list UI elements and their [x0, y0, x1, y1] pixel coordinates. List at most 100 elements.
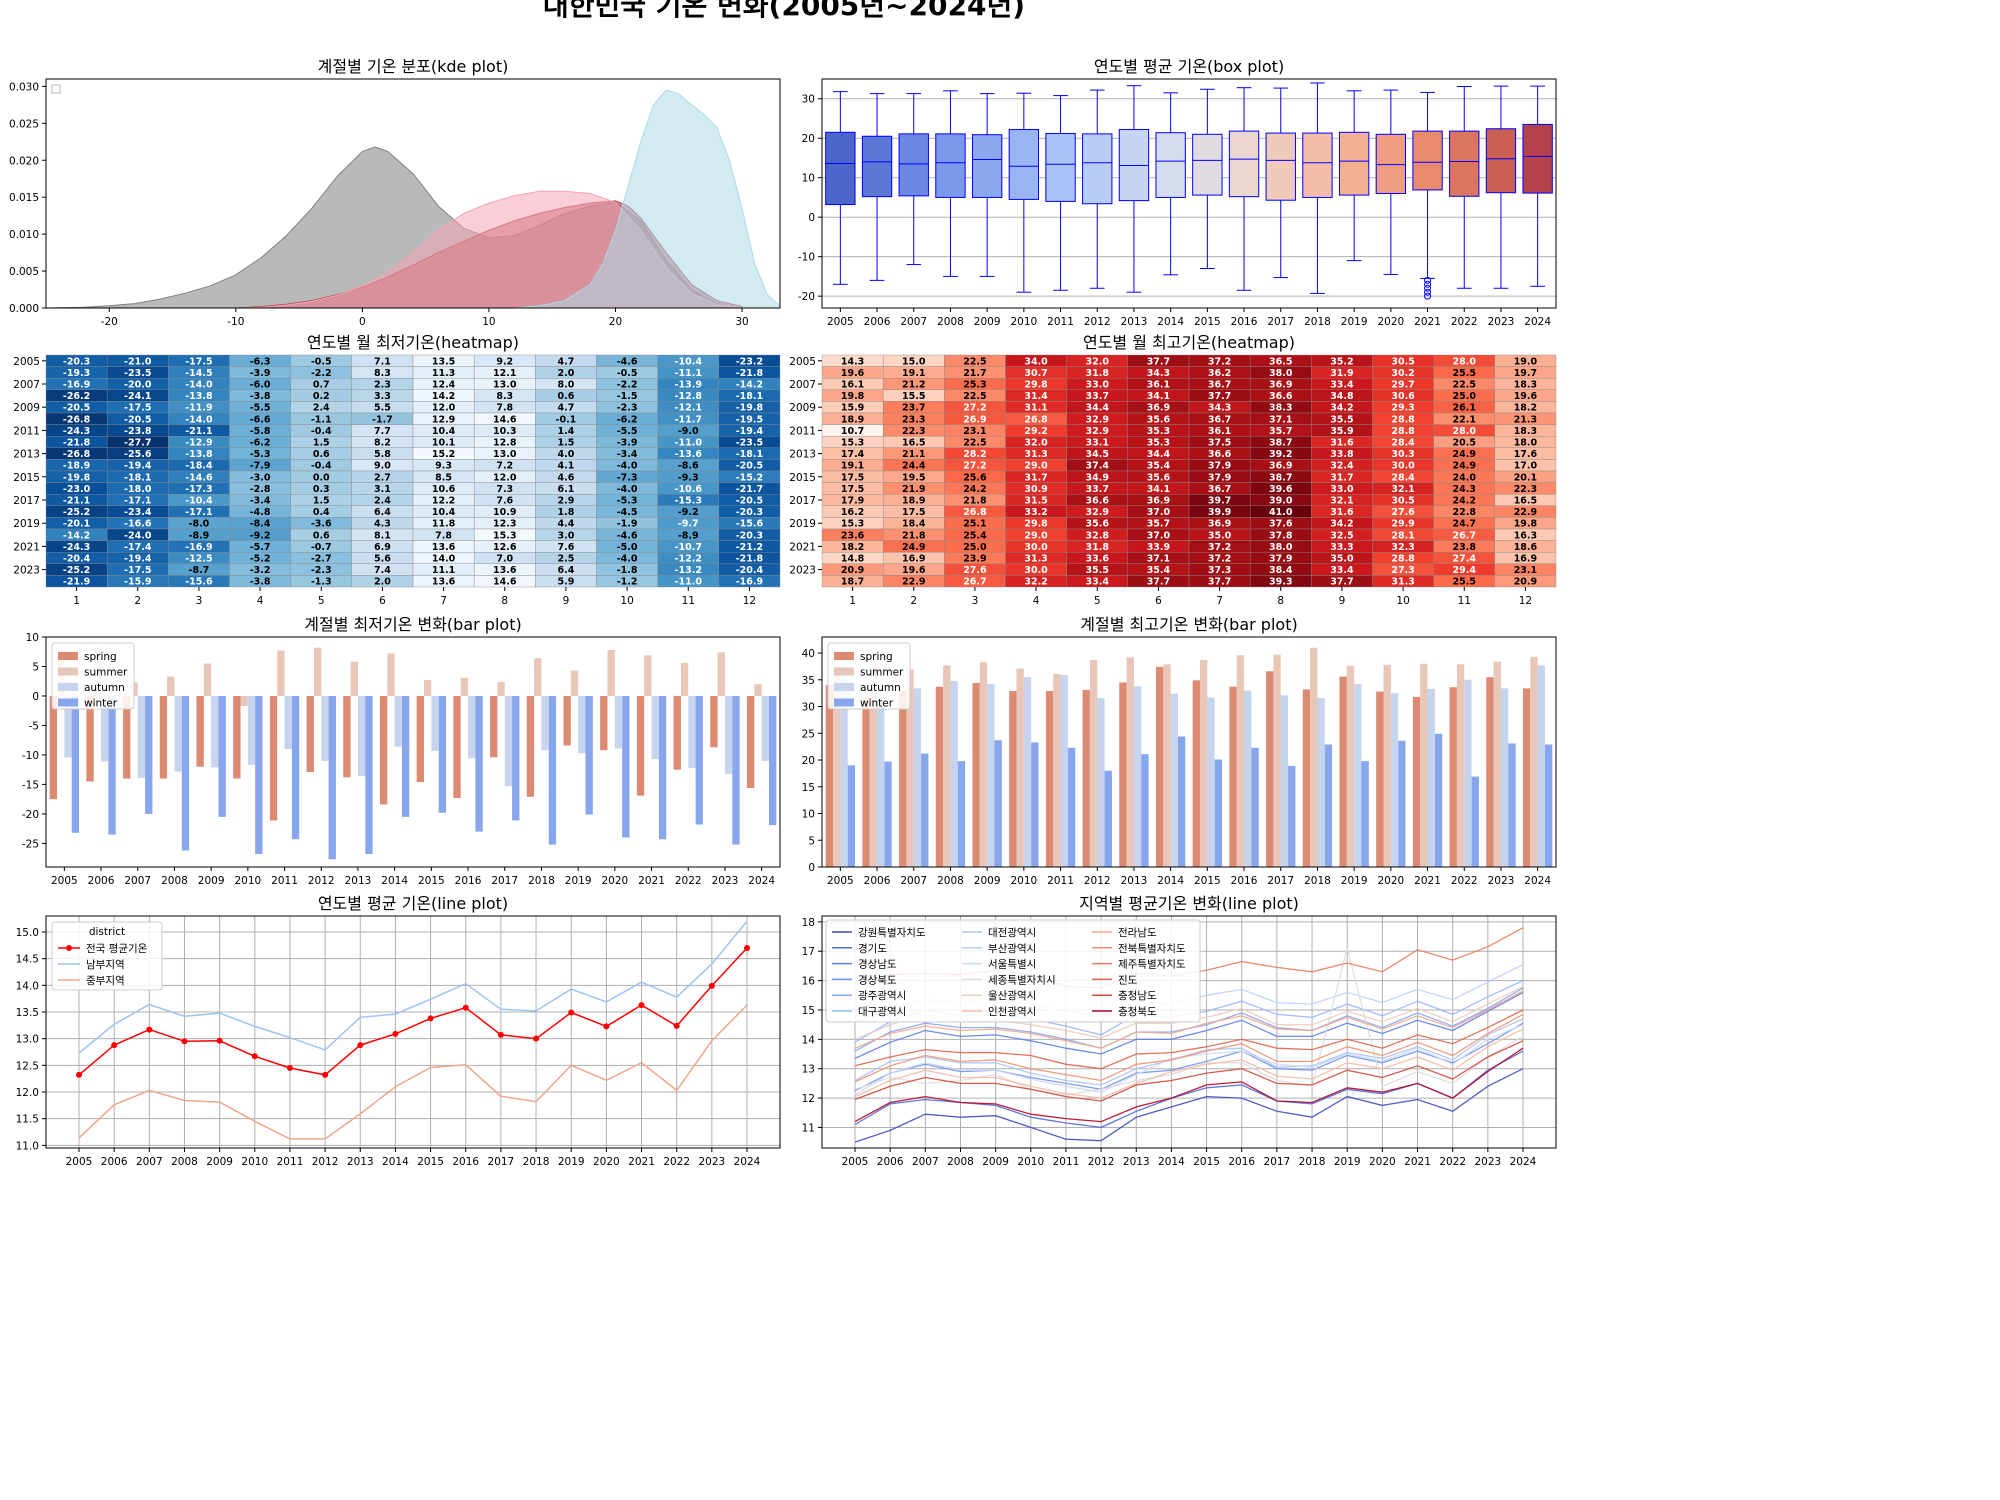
- series-line-0: [854, 1068, 1524, 1143]
- heatmap-cell-label: -8.0: [189, 519, 210, 530]
- bar-winter-2017: [512, 695, 520, 821]
- heatmap-cell-label: 20.5: [1453, 438, 1476, 449]
- heatmap-cell-label: -11.7: [675, 414, 702, 425]
- box-2008: [935, 90, 966, 277]
- heatmap-cell-label: 25.1: [963, 519, 986, 530]
- heatmap-cell-label: -3.2: [250, 565, 271, 576]
- y-tick-label: 14.0: [16, 980, 39, 992]
- heatmap-cell-label: -1.5: [617, 391, 638, 402]
- x-tick-label: 2022: [1451, 875, 1478, 887]
- bar-spring-2016: [1229, 686, 1237, 867]
- bar-winter-2023: [1508, 743, 1516, 867]
- bar-spring-2021: [1412, 696, 1421, 867]
- box-body: [1375, 133, 1407, 194]
- outlier-point: [1424, 280, 1432, 288]
- x-tick-label: 2011: [1053, 1156, 1080, 1168]
- heatmap-cell-label: 32.9: [1086, 426, 1109, 437]
- heatmap-cell-label: -23.2: [736, 356, 763, 367]
- heatmap-cell-label: 37.8: [1269, 530, 1293, 541]
- heatmap-cell-label: 36.2: [1208, 368, 1231, 379]
- heatmap-cell-label: 19.0: [1514, 356, 1538, 367]
- x-tick-label: 2012: [308, 875, 335, 887]
- heatmap-cell-label: 30.2: [1391, 368, 1414, 379]
- box-body: [1302, 132, 1333, 198]
- bar-winter-2009: [218, 695, 226, 817]
- plot-frame: [821, 78, 1557, 309]
- bar-autumn-2015: [1207, 697, 1215, 867]
- heatmap-cell-label: -19.4: [124, 461, 152, 472]
- box-2005: [825, 91, 856, 285]
- x-tick-label: 2005: [842, 1156, 869, 1168]
- bar-summer-2015: [424, 680, 432, 696]
- x-tick-label: 2022: [1439, 1156, 1466, 1168]
- box-body: [935, 133, 966, 198]
- heatmap-cell-label: 7.8: [435, 530, 452, 541]
- bar-winter-2019: [1361, 761, 1369, 867]
- x-tick-label: 2023: [698, 1156, 725, 1168]
- heatmap-cell-label: 32.4: [1330, 461, 1354, 472]
- heatmap-cell-label: 34.5: [1086, 449, 1109, 460]
- heatmap-cell-label: 6.9: [374, 542, 391, 553]
- heatmap-cell-label: 35.3: [1147, 438, 1170, 449]
- outlier-point: [1424, 292, 1432, 300]
- bar-winter-2014: [1177, 736, 1186, 867]
- bar-spring-2007: [899, 690, 907, 867]
- y-tick-label: 17: [802, 946, 815, 958]
- heatmap-cell-label: 37.4: [1086, 461, 1110, 472]
- bar-autumn-2014: [1170, 693, 1178, 867]
- heatmap-cell-label: 36.9: [1147, 403, 1170, 414]
- heatmap-cell-label: 36.6: [1208, 449, 1232, 460]
- heatmap-cell-label: 36.7: [1208, 380, 1231, 391]
- bar-max-chart: 계절별 최고기온 변화(bar plot) 0 5 10 15 20 25 30 35 40 200…: [802, 615, 1557, 887]
- heatmap-cell-label: 32.0: [1086, 356, 1110, 367]
- heatmap-cell-label: -19.4: [736, 426, 764, 437]
- x-tick-label: 2009: [198, 875, 225, 887]
- x-tick-label: 12: [743, 595, 756, 607]
- box-body: [1192, 133, 1223, 196]
- heatmap-cell-label: 29.2: [1024, 426, 1047, 437]
- heatmap-cell-label: 31.3: [1024, 449, 1047, 460]
- heatmap-cell-label: -8.7: [189, 565, 210, 576]
- y-tick-label: 13.5: [16, 1007, 39, 1019]
- legend-label: spring: [84, 651, 117, 663]
- heatmap-cell-label: 27.4: [1453, 554, 1477, 565]
- bar-autumn-2008: [950, 680, 958, 867]
- heatmap-cell-label: 15.3: [841, 438, 864, 449]
- x-tick-label: 2016: [455, 875, 482, 887]
- heatmap-cell-label: 29.0: [1024, 530, 1048, 541]
- heatmap-cell-label: 24.3: [1453, 484, 1476, 495]
- bar-winter-2021: [1434, 733, 1443, 867]
- bar-winter-2006: [884, 761, 892, 867]
- heatmap-cell-label: -1.1: [311, 414, 332, 425]
- heatmap-cell-label: 31.8: [1086, 368, 1110, 379]
- heatmap-cell-label: 26.1: [1453, 403, 1476, 414]
- legend-label: 전국 평균기온: [86, 943, 148, 955]
- bar-autumn-2016: [468, 695, 476, 759]
- heatmap-cell-label: 31.3: [1024, 554, 1047, 565]
- heatmap-cell-label: 15.5: [902, 391, 925, 402]
- bar-summer-2021: [1420, 663, 1428, 867]
- y-tick-label: 40: [802, 648, 815, 660]
- bar-winter-2023: [732, 695, 740, 845]
- heatmap-cell-label: 38.7: [1269, 438, 1292, 449]
- heatmap-cell-label: 28.4: [1391, 438, 1415, 449]
- heatmap-cell-label: 17.4: [841, 449, 865, 460]
- chart-title: 연도별 월 최저기온(heatmap): [307, 333, 519, 352]
- bar-winter-2006: [108, 695, 116, 835]
- series-line-15: [854, 1009, 1524, 1070]
- chart-title: 계절별 최고기온 변화(bar plot): [1080, 615, 1297, 634]
- heatmap-cell-label: -17.1: [124, 496, 151, 507]
- heatmap-cell-label: 16.9: [1514, 554, 1537, 565]
- heatmap-cell-label: 22.1: [1453, 414, 1476, 425]
- bar-autumn-2007: [137, 695, 146, 778]
- heatmap-cell-label: -4.5: [617, 507, 638, 518]
- heat-max-chart: 연도별 월 최고기온(heatmap)14.3 15.0 22.5 34.0 32.0 3…: [789, 333, 1557, 607]
- heatmap-cell-label: 31.3: [1391, 577, 1414, 588]
- y-tick-label: 12: [802, 1093, 815, 1105]
- heatmap-cell-label: -12.5: [185, 554, 212, 565]
- heatmap-cell-label: 6.4: [557, 565, 574, 576]
- bar-summer-2018: [1310, 647, 1318, 867]
- series-line-16: [854, 1040, 1524, 1102]
- x-tick-label: 1: [849, 595, 856, 607]
